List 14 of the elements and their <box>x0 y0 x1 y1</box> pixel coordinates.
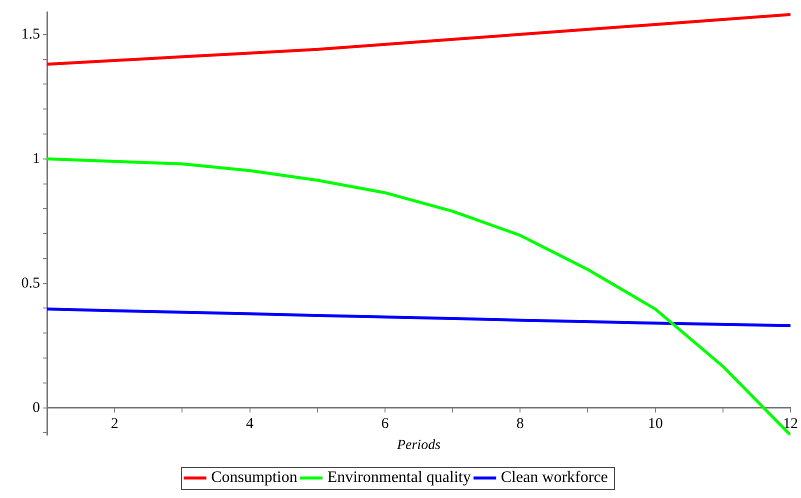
x-tick-label: 2 <box>110 416 118 432</box>
y-tick-label: 0 <box>32 400 40 416</box>
x-tick-label: 6 <box>381 416 390 432</box>
legend-label: Clean workforce <box>500 469 608 486</box>
x-tick-label: 10 <box>648 416 663 432</box>
y-tick-label: 1.5 <box>21 26 40 42</box>
y-tick-label: 0.5 <box>21 275 40 292</box>
x-axis-title: Periods <box>396 438 442 453</box>
x-tick-label: 12 <box>783 416 798 432</box>
x-tick-label: 8 <box>516 416 524 432</box>
legend-label: Environmental quality <box>327 469 471 486</box>
x-tick-label: 4 <box>246 416 254 432</box>
legend-label: Consumption <box>211 469 298 486</box>
y-tick-label: 1 <box>32 150 40 167</box>
